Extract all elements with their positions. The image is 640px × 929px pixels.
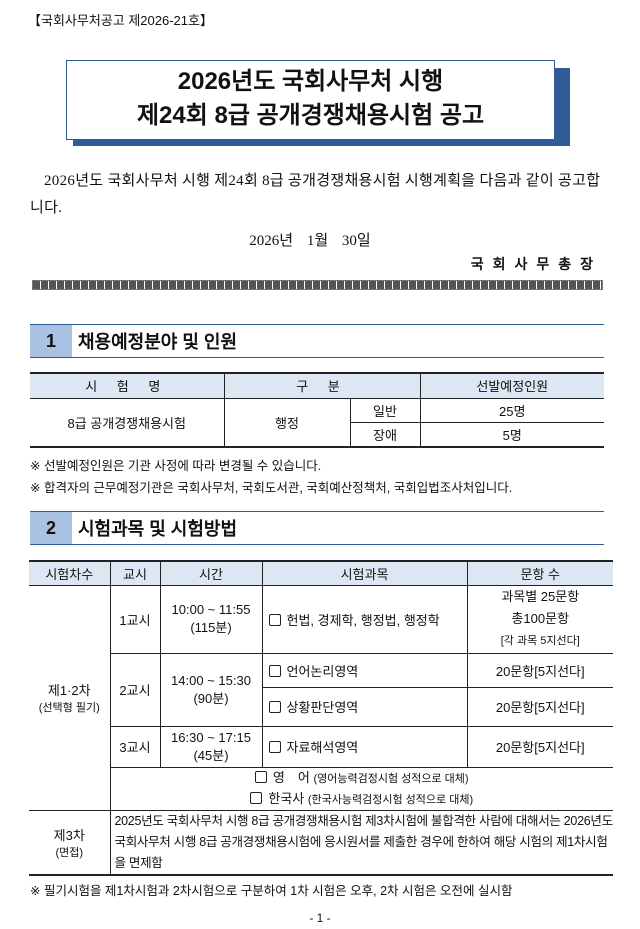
pattern-divider (32, 280, 603, 290)
signer: 국회사무총장 (470, 256, 602, 272)
subject-cell: 언어논리영역 (261, 652, 468, 688)
notice-number: 【국회사무처공고 제2026-21호】 (28, 13, 213, 28)
header-questions: 문항 수 (466, 560, 613, 586)
questions-cell: 과목별 25문항 총100문항 [각 과목 5지선다] (466, 584, 613, 654)
type-cell: 장애 (350, 421, 421, 448)
title-line-1: 2026년도 국회사무처 시행 (177, 68, 444, 95)
header-time: 시간 (159, 560, 263, 586)
section-1-header: 1 채용예정분야 및 인원 (30, 324, 604, 358)
subject: 자료해석영역 (286, 740, 359, 755)
questions-cell: 20문항[5지선다] (466, 686, 613, 727)
notice-date: 2026년 1월 30일 (249, 233, 371, 249)
subject: 언어논리영역 (286, 663, 359, 679)
exam-name-cell: 8급 공개경쟁채용시험 (30, 397, 225, 448)
substitute-note: (한국사능력검정시험 성적으로 대체) (307, 793, 474, 806)
section-2-header: 2 시험과목 및 시험방법 (30, 511, 604, 545)
section-number: 1 (30, 325, 72, 357)
intro-paragraph: 2026년도 국회사무처 시행 제24회 8급 공개경쟁채용시험 시행계획을 다… (30, 173, 601, 216)
header-category: 구 분 (223, 372, 421, 399)
stage-3-cell: 제3차 (면접) (29, 809, 111, 875)
subject-cell: 헌법, 경제학, 행정법, 행정학 (261, 584, 468, 654)
questions-cell: 20문항[5지선다] (466, 725, 613, 768)
checkbox-icon (268, 664, 281, 677)
duration: (45분) (193, 747, 229, 763)
header-subjects: 시험과목 (261, 560, 468, 586)
subject: 헌법, 경제학, 행정법, 행정학 (286, 612, 440, 628)
questions-cell: 20문항[5지선다] (466, 652, 613, 688)
substitute-item: 한국사 (한국사능력검정시험 성적으로 대체) (111, 789, 614, 810)
questions: 총100문항 (511, 611, 570, 626)
header-period: 교시 (109, 560, 161, 586)
checkbox-icon (254, 770, 267, 783)
page-number: - 1 - (309, 911, 331, 925)
substitute-item: 영 어 (영어능력검정시험 성적으로 대체) (111, 768, 614, 789)
time: 10:00 ~ 11:55 (171, 602, 251, 617)
title-line-2: 제24회 8급 공개경쟁채용시험 공고 (136, 102, 485, 129)
questions: 과목별 25문항 (501, 589, 580, 604)
time-cell: 14:00 ~ 15:30 (90분) (159, 652, 263, 727)
time-cell: 10:00 ~ 11:55 (115분) (159, 584, 263, 654)
substitute-note: (영어능력검정시험 성적으로 대체) (313, 772, 469, 785)
stage-sub: (선택형 필기) (38, 702, 100, 714)
stage-label: 제3차 (53, 827, 85, 843)
duration: (90분) (193, 690, 229, 706)
time-cell: 16:30 ~ 17:15 (45분) (159, 725, 263, 768)
period-cell: 3교시 (110, 725, 161, 768)
section-title: 채용예정분야 및 인원 (78, 332, 238, 352)
recruitment-table: 시 험 명 구 분 선발예정인원 8급 공개경쟁채용시험 행정 일반 25명 장… (30, 372, 605, 448)
substitute-subjects-cell: 영 어 (영어능력검정시험 성적으로 대체) 한국사 (한국사능력검정시험 성적… (110, 766, 614, 811)
header-stage: 시험차수 (29, 560, 111, 586)
period-cell: 1교시 (109, 584, 161, 654)
count-cell: 25명 (419, 397, 605, 423)
footer-note: ※ 필기시험을 제1차시험과 2차시험으로 구분하여 1차 시험은 오후, 2차… (30, 884, 513, 898)
substitute-subject: 영 어 (272, 769, 310, 785)
subject-cell: 자료해석영역 (261, 725, 468, 768)
substitute-subject: 한국사 (268, 790, 305, 806)
duration: (115분) (190, 620, 232, 635)
section-title: 시험과목 및 시험방법 (78, 519, 238, 539)
note: ※ 선발예정인원은 기관 사정에 따라 변경될 수 있습니다. (30, 459, 322, 473)
stage-3-description: 2025년도 국회사무처 시행 8급 공개경쟁채용시험 제3차시험에 불합격한 … (109, 809, 613, 875)
checkbox-icon (268, 701, 281, 713)
stage-sub: (면접) (55, 846, 84, 859)
period-cell: 2교시 (110, 652, 161, 727)
stage-label: 제1·2차 (47, 683, 91, 698)
subject: 상황판단영역 (286, 700, 359, 715)
subject-cell: 상황판단영역 (262, 686, 468, 727)
field-cell: 행정 (223, 397, 351, 448)
questions: [각 과목 5지선다] (500, 635, 580, 647)
exam-subjects-table: 시험차수 교시 시간 시험과목 문항 수 제1·2차 (선택형 필기) 1교시 … (29, 560, 613, 876)
count-cell: 5명 (419, 421, 605, 448)
title-box: 2026년도 국회사무처 시행 제24회 8급 공개경쟁채용시험 공고 (66, 60, 555, 140)
header-count: 선발예정인원 (419, 372, 605, 399)
time: 14:00 ~ 15:30 (171, 672, 251, 688)
stage-1-2-cell: 제1·2차 (선택형 필기) (29, 584, 111, 811)
time: 16:30 ~ 17:15 (171, 729, 251, 745)
type-cell: 일반 (349, 397, 421, 423)
checkbox-icon (268, 613, 281, 626)
note: ※ 합격자의 근무예정기관은 국회사무처, 국회도서관, 국회예산정책처, 국회… (30, 481, 513, 495)
header-exam-name: 시 험 명 (30, 372, 225, 399)
checkbox-icon (250, 791, 263, 804)
checkbox-icon (268, 741, 281, 753)
section-number: 2 (30, 512, 72, 544)
